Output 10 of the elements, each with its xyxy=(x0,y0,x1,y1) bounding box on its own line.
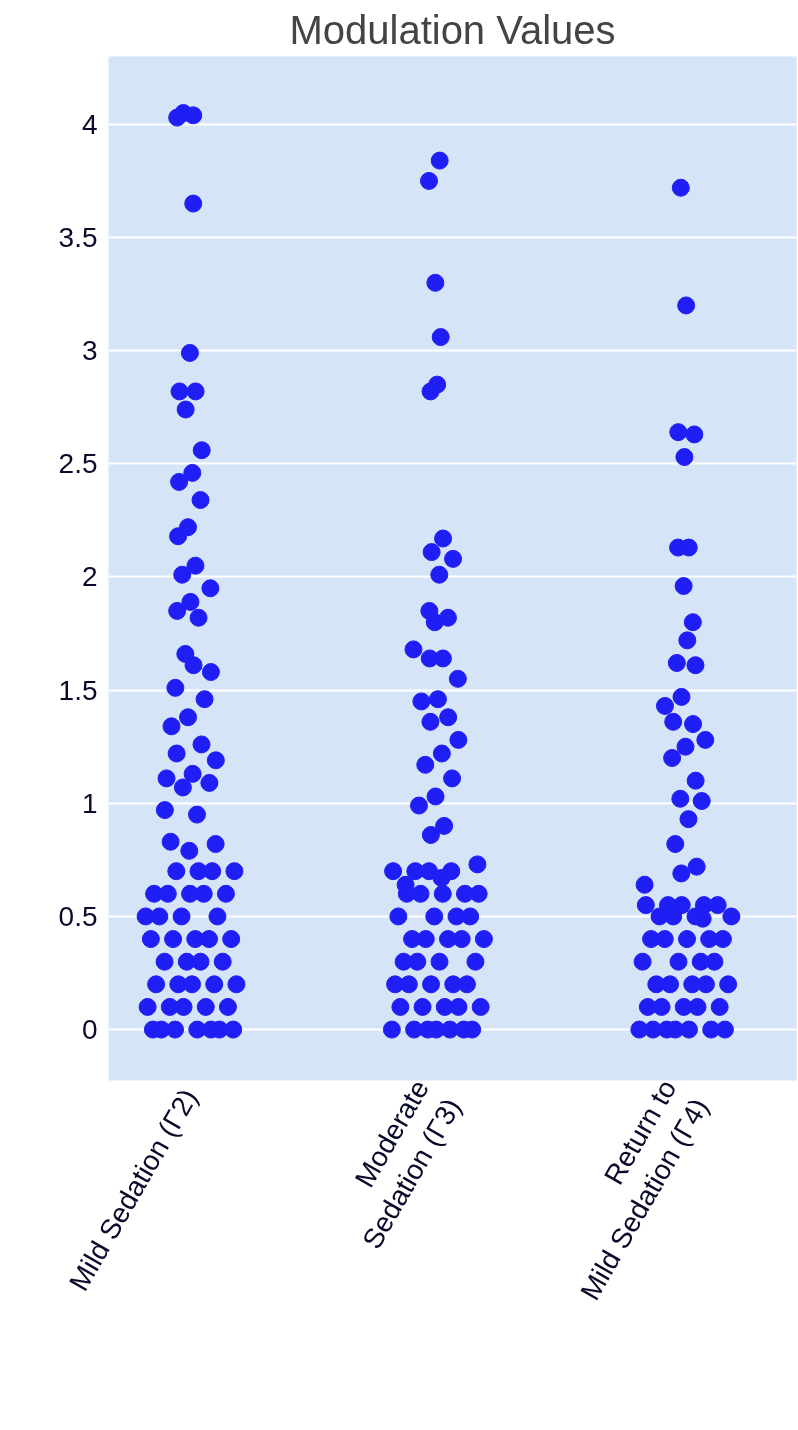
y-tick-label: 2 xyxy=(81,561,98,593)
chart-title: Modulation Values xyxy=(289,7,616,52)
y-tick-label: 1.5 xyxy=(58,674,98,706)
y-tick-label: 0 xyxy=(81,1014,98,1046)
y-tick-label: 4 xyxy=(81,108,98,140)
y-tick-label: 3 xyxy=(81,335,98,367)
y-tick-label: 1 xyxy=(81,787,98,819)
y-tick-label: 0.5 xyxy=(58,900,98,932)
y-tick-label: 3.5 xyxy=(58,222,98,254)
y-tick-label: 2.5 xyxy=(58,448,98,480)
